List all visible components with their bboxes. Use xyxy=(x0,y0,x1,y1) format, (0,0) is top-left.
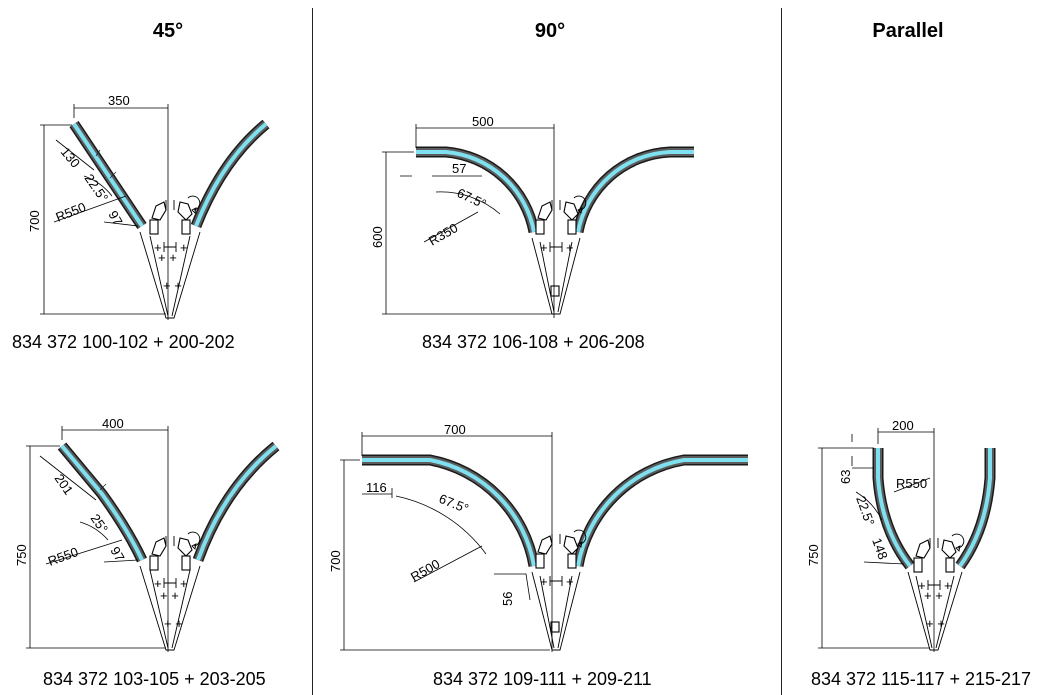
part-number-90-700: 834 372 109-111 + 209-211 xyxy=(433,669,652,689)
dim-height: 600 xyxy=(370,226,385,248)
dim-offset: 63 xyxy=(838,470,853,484)
dim-angle: 22.5° xyxy=(853,494,878,528)
dim-radius: R550 xyxy=(46,544,80,569)
panel-90-600: 500 600 57 67.5° R350 xyxy=(370,114,694,318)
part-number-90-600: 834 372 106-108 + 206-208 xyxy=(422,332,645,352)
svg-text:+ +: + + xyxy=(164,616,183,631)
svg-text:+ +: + + xyxy=(160,588,179,603)
dim-width: 350 xyxy=(108,93,130,108)
dim-height: 700 xyxy=(27,210,42,232)
dim-gap: 148 xyxy=(869,536,891,562)
dim-gap: 56 xyxy=(500,592,515,606)
dim-width: 200 xyxy=(892,418,914,433)
column-separator-right xyxy=(781,8,782,695)
dim-radius: R500 xyxy=(408,556,442,585)
dim-straight: 201 xyxy=(52,471,77,497)
dim-straight: 116 xyxy=(366,480,387,495)
dim-width: 400 xyxy=(102,416,124,431)
dim-angle: 67.5° xyxy=(455,185,489,211)
dim-width: 700 xyxy=(444,422,466,437)
dim-straight: 57 xyxy=(452,161,466,176)
svg-text:+ +: + + xyxy=(163,278,182,293)
dim-straight: 130 xyxy=(58,144,83,170)
heading-parallel: Parallel xyxy=(872,20,944,42)
dim-radius: R350 xyxy=(426,220,460,249)
panel-45-700: + + + + 350 700 130 22.5° R550 97 xyxy=(27,93,270,320)
dim-width: 500 xyxy=(472,114,494,129)
heading-90: 90° xyxy=(534,20,566,42)
dim-angle: 67.5° xyxy=(437,491,471,516)
dim-height: 700 xyxy=(328,550,343,572)
dim-radius: R550 xyxy=(896,476,927,491)
svg-text:+ +: + + xyxy=(926,616,945,631)
dim-angle: 25° xyxy=(88,511,112,536)
column-separator-left xyxy=(312,8,313,695)
svg-text:+ +: + + xyxy=(158,250,177,265)
svg-text:+ +: + + xyxy=(924,588,943,603)
panel-90-700: 700 700 116 67.5° R500 56 xyxy=(328,422,748,652)
part-number-45-750: 834 372 103-105 + 203-205 xyxy=(43,669,266,689)
dim-gap: 97 xyxy=(105,208,125,228)
panel-parallel-750: + + + + 200 750 63 22.5° R550 148 xyxy=(806,418,996,652)
dim-height: 750 xyxy=(14,544,29,566)
dim-radius: R550 xyxy=(54,199,88,225)
part-number-45-700: 834 372 100-102 + 200-202 xyxy=(12,332,235,352)
dim-height: 750 xyxy=(806,544,821,566)
dim-gap: 97 xyxy=(107,544,127,564)
part-number-parallel-750: 834 372 115-117 + 215-217 xyxy=(811,669,1032,689)
panel-45-750: + + + + 400 750 201 25° R550 97 xyxy=(14,416,280,652)
heading-45: 45° xyxy=(152,20,184,42)
